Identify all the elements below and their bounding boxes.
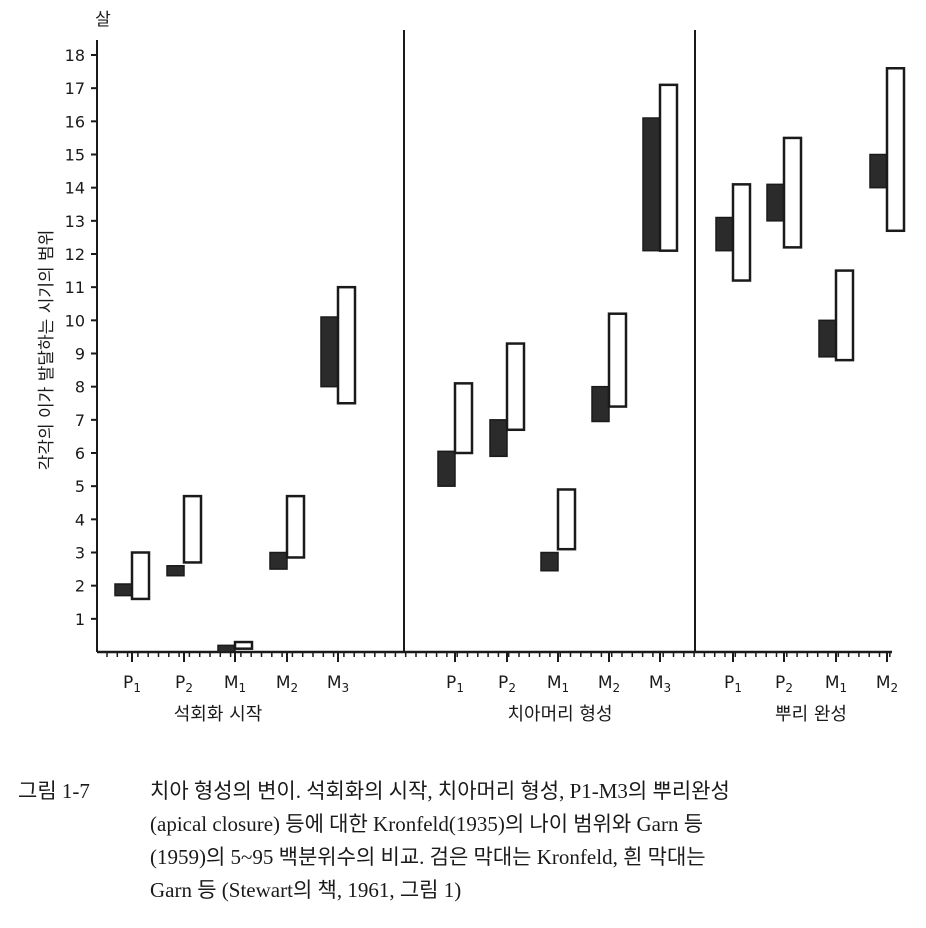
tooth-label: M1 (224, 673, 246, 695)
y-tick-label: 14 (65, 179, 85, 198)
kronfeld-bar (715, 216, 734, 252)
y-tick-label: 10 (65, 311, 85, 330)
caption-line: (1959)의 5~95 백분위수의 비교. 검은 막대는 Kronfeld, … (150, 845, 706, 869)
tooth-label: P1 (724, 673, 742, 695)
tooth-label: P2 (775, 673, 793, 695)
garn-bar (658, 83, 679, 252)
caption-line: Garn 등 (Stewart의 책, 1961, 그림 1) (150, 878, 462, 902)
y-tick-label: 4 (75, 510, 85, 529)
y-tick-label: 9 (75, 345, 85, 364)
tooth-label: M1 (547, 673, 569, 695)
garn-bar (336, 285, 357, 405)
garn-bar (556, 488, 577, 551)
y-tick-label: 12 (65, 245, 85, 264)
kronfeld-bar (269, 551, 288, 570)
y-tick-label: 13 (65, 212, 85, 231)
garn-bar (505, 342, 526, 432)
y-tick-label: 7 (75, 411, 85, 430)
garn-bar (453, 382, 474, 455)
y-tick-label: 6 (75, 444, 85, 463)
y-tick-label: 1 (75, 610, 85, 629)
garn-bar (607, 312, 628, 408)
kronfeld-bar (320, 316, 339, 388)
tooth-label: P2 (498, 673, 516, 695)
tooth-label: M3 (327, 673, 349, 695)
kronfeld-bar (818, 319, 837, 358)
bars (114, 67, 906, 653)
garn-bar (130, 551, 151, 601)
caption-line: (apical closure) 등에 대한 Kronfeld(1935)의 나… (150, 812, 704, 836)
y-axis-label: 각각의 이가 발달하는 시기의 범위 (37, 230, 57, 471)
y-tick-label: 15 (65, 146, 85, 165)
panel-title: 석회화 시작 (174, 704, 263, 725)
axes (91, 30, 892, 662)
tooth-label: P1 (446, 673, 464, 695)
y-tick-label: 8 (75, 378, 85, 397)
garn-bar (731, 183, 752, 282)
y-tick-label: 2 (75, 577, 85, 596)
tooth-label: P2 (175, 673, 193, 695)
kronfeld-bar (489, 419, 508, 458)
kronfeld-bar (437, 450, 456, 487)
kronfeld-bar (869, 153, 888, 189)
y-tick-label: 18 (65, 46, 85, 65)
tooth-label: M2 (876, 673, 898, 695)
tooth-label: M2 (598, 673, 620, 695)
kronfeld-bar (217, 644, 236, 653)
caption-line: 치아 형성의 변이. 석회화의 시작, 치아머리 형성, P1-M3의 뿌리완성 (150, 779, 730, 803)
kronfeld-bar (642, 117, 661, 252)
garn-bar (782, 136, 803, 249)
garn-bar (285, 494, 306, 559)
y-tick-label: 5 (75, 477, 85, 496)
tooth-label: M2 (276, 673, 298, 695)
y-tick-label: 11 (65, 278, 85, 297)
tooth-label: M3 (649, 673, 671, 695)
kronfeld-bar (591, 385, 610, 423)
kronfeld-bar (766, 183, 785, 222)
y-tick-label: 17 (65, 79, 85, 98)
y-tick-label: 3 (75, 544, 85, 563)
kronfeld-bar (540, 551, 559, 572)
panel-title: 치아머리 형성 (507, 704, 612, 725)
y-tick-label: 16 (65, 112, 85, 131)
kronfeld-bar (166, 565, 185, 577)
garn-bar (885, 67, 906, 233)
tooth-label: P1 (123, 673, 141, 695)
garn-bar (233, 640, 254, 650)
y-unit-label: 살 (95, 10, 111, 30)
panel-title: 뿌리 완성 (775, 704, 847, 725)
garn-bar (834, 269, 855, 362)
kronfeld-bar (114, 583, 133, 597)
garn-bar (182, 494, 203, 564)
tooth-label: M1 (825, 673, 847, 695)
caption-label: 그림 1-7 (18, 779, 90, 803)
